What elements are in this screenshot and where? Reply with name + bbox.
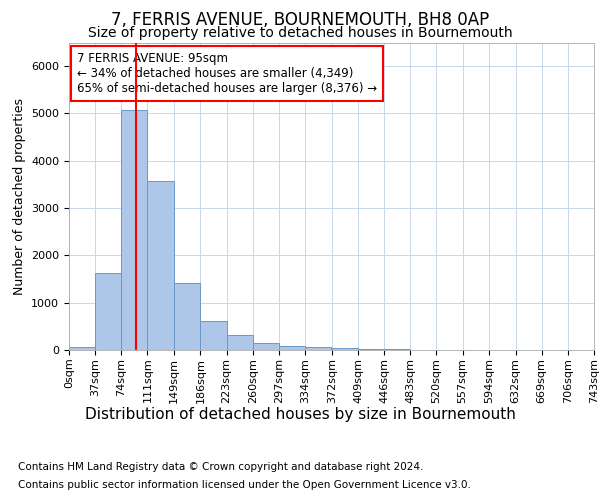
- Bar: [174, 283, 200, 350]
- Bar: [384, 349, 410, 350]
- Bar: [121, 110, 148, 350]
- Text: Distribution of detached houses by size in Bournemouth: Distribution of detached houses by size …: [85, 408, 515, 422]
- Bar: [305, 348, 331, 350]
- Text: Size of property relative to detached houses in Bournemouth: Size of property relative to detached ho…: [88, 26, 512, 40]
- Text: Contains public sector information licensed under the Open Government Licence v3: Contains public sector information licen…: [18, 480, 471, 490]
- Text: 7, FERRIS AVENUE, BOURNEMOUTH, BH8 0AP: 7, FERRIS AVENUE, BOURNEMOUTH, BH8 0AP: [111, 11, 489, 29]
- Bar: [200, 320, 227, 350]
- Bar: [358, 348, 384, 350]
- Bar: [148, 180, 173, 350]
- Y-axis label: Number of detached properties: Number of detached properties: [13, 98, 26, 294]
- Bar: [253, 344, 279, 350]
- Bar: [95, 274, 121, 350]
- Bar: [69, 346, 95, 350]
- Bar: [227, 336, 253, 350]
- Text: 7 FERRIS AVENUE: 95sqm
← 34% of detached houses are smaller (4,349)
65% of semi-: 7 FERRIS AVENUE: 95sqm ← 34% of detached…: [77, 52, 377, 94]
- Bar: [279, 346, 305, 350]
- Text: Contains HM Land Registry data © Crown copyright and database right 2024.: Contains HM Land Registry data © Crown c…: [18, 462, 424, 472]
- Bar: [332, 348, 358, 350]
